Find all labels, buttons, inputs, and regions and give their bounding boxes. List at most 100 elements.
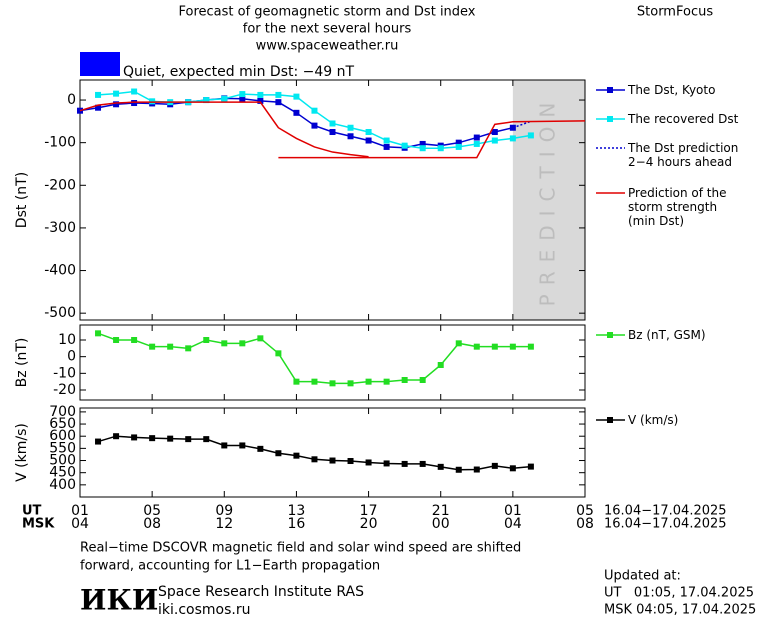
legend-entry: The Dst prediction 2−4 hours ahead bbox=[628, 141, 739, 169]
point bbox=[365, 137, 372, 144]
point bbox=[419, 145, 426, 152]
msk-tick-label: 04 bbox=[71, 516, 89, 532]
point bbox=[131, 100, 138, 107]
point bbox=[257, 335, 264, 342]
logo: ИКИ bbox=[80, 584, 158, 617]
point bbox=[419, 140, 426, 147]
msk-label: MSK bbox=[22, 517, 55, 532]
date-range: 16.04−17.04.2025 bbox=[604, 517, 727, 532]
legend-marker bbox=[607, 116, 613, 122]
point bbox=[239, 442, 246, 449]
msk-tick-label: 20 bbox=[360, 516, 378, 532]
y-tick-label: 0 bbox=[67, 92, 76, 108]
point bbox=[491, 462, 498, 469]
y-tick-label: -400 bbox=[44, 263, 76, 279]
point bbox=[311, 122, 318, 129]
x-tick-label: 09 bbox=[215, 503, 233, 519]
point bbox=[527, 343, 534, 350]
point bbox=[383, 137, 390, 144]
point bbox=[455, 466, 462, 473]
point bbox=[185, 345, 192, 352]
updated-msk: MSK 04:05, 17.04.2025 bbox=[604, 603, 756, 618]
point bbox=[293, 378, 300, 385]
x-tick-label: 01 bbox=[71, 503, 89, 519]
point bbox=[113, 101, 120, 108]
updated-label: Updated at: bbox=[604, 569, 681, 584]
brand: StormFocus bbox=[637, 5, 713, 20]
legend-marker bbox=[607, 87, 613, 93]
y-axis-label: V (km/s) bbox=[14, 423, 30, 482]
point bbox=[509, 135, 516, 142]
point bbox=[455, 139, 462, 146]
updated-ut: UT 01:05, 17.04.2025 bbox=[604, 586, 754, 601]
point bbox=[293, 93, 300, 100]
msk-tick-label: 08 bbox=[576, 516, 594, 532]
point bbox=[167, 343, 174, 350]
point bbox=[437, 463, 444, 470]
point bbox=[509, 343, 516, 350]
y-tick-label: 0 bbox=[67, 349, 76, 365]
point bbox=[203, 97, 210, 104]
x-tick-label: 17 bbox=[360, 503, 378, 519]
point bbox=[293, 109, 300, 116]
point bbox=[131, 434, 138, 441]
y-tick-label: -20 bbox=[53, 382, 76, 398]
panel-frame bbox=[79, 79, 586, 321]
point bbox=[203, 436, 210, 443]
legend-entry: V (km/s) bbox=[628, 413, 679, 427]
point bbox=[419, 460, 426, 467]
note: forward, accounting for L1−Earth propaga… bbox=[80, 559, 380, 574]
point bbox=[401, 142, 408, 149]
point bbox=[311, 378, 318, 385]
point bbox=[473, 134, 480, 141]
msk-tick-label: 08 bbox=[143, 516, 161, 532]
legend-entry: The recovered Dst bbox=[628, 112, 739, 126]
series-line bbox=[79, 97, 514, 149]
point bbox=[401, 377, 408, 383]
point bbox=[95, 330, 102, 337]
point bbox=[509, 465, 516, 472]
status: Quiet, expected min Dst: −49 nT bbox=[123, 64, 355, 80]
point bbox=[113, 337, 120, 343]
series-line bbox=[97, 435, 531, 471]
series-line bbox=[79, 101, 586, 159]
subtitle: for the next several hours bbox=[243, 22, 412, 37]
y-tick-label: 650 bbox=[49, 416, 76, 432]
y-tick-label: 600 bbox=[49, 428, 76, 444]
point bbox=[455, 340, 462, 347]
x-tick-label: 01 bbox=[504, 503, 522, 519]
point bbox=[203, 337, 210, 343]
point bbox=[239, 91, 246, 98]
x-tick-label: 21 bbox=[432, 503, 450, 519]
point bbox=[113, 433, 120, 440]
y-tick-label: -300 bbox=[44, 220, 76, 236]
panel-frame bbox=[79, 324, 586, 401]
status-box bbox=[80, 52, 120, 76]
legend-entry: Prediction of the storm strength (min Ds… bbox=[628, 186, 727, 228]
point bbox=[257, 445, 264, 452]
title: Forecast of geomagnetic storm and Dst in… bbox=[178, 5, 475, 20]
point bbox=[149, 435, 156, 442]
y-tick-label: 700 bbox=[49, 404, 76, 420]
point bbox=[149, 343, 156, 350]
point bbox=[473, 140, 480, 147]
prediction-zone bbox=[512, 80, 585, 320]
point bbox=[221, 340, 228, 347]
point bbox=[311, 456, 318, 463]
point bbox=[419, 377, 426, 383]
point bbox=[473, 466, 480, 473]
point bbox=[383, 378, 390, 385]
point bbox=[167, 435, 174, 442]
point bbox=[311, 107, 318, 114]
point bbox=[347, 380, 354, 387]
url: www.spaceweather.ru bbox=[256, 39, 399, 54]
point bbox=[383, 143, 390, 150]
point bbox=[365, 129, 372, 136]
y-tick-label: 400 bbox=[49, 477, 76, 493]
point bbox=[275, 450, 282, 457]
note: Real−time DSCOVR magnetic field and sola… bbox=[80, 541, 521, 556]
point bbox=[239, 340, 246, 347]
ut-label: UT bbox=[22, 504, 42, 519]
